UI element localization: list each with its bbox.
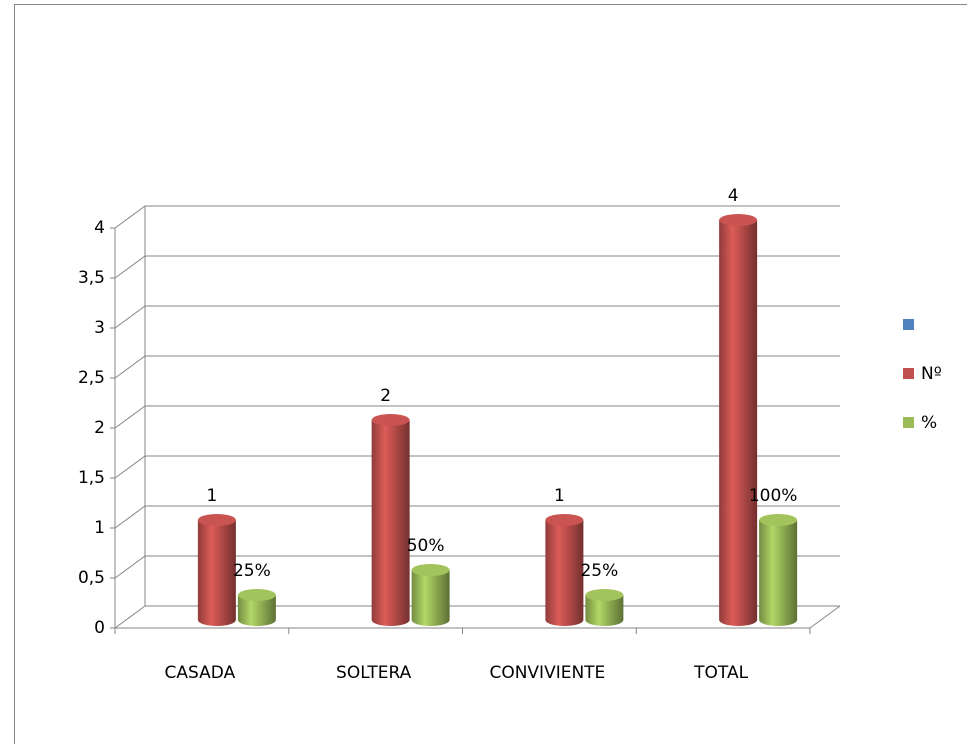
bar-top: [545, 514, 584, 526]
grid-line: [114, 555, 840, 579]
data-label: 50%: [407, 536, 445, 556]
legend-swatch: [903, 368, 914, 379]
y-tick-label: 0,5: [78, 568, 105, 588]
x-tick-label: CASADA: [165, 663, 236, 683]
y-tick-label: 3: [94, 318, 105, 338]
legend-label: %: [921, 413, 937, 433]
x-tick-label: TOTAL: [693, 663, 748, 683]
y-tick-label: 0: [94, 618, 105, 638]
data-label: 2: [380, 386, 391, 406]
legend-swatch: [903, 319, 914, 330]
bar-top: [197, 514, 236, 526]
bar-top: [371, 414, 410, 426]
bar: [371, 420, 410, 626]
y-tick-label: 2,5: [78, 368, 105, 388]
x-tick-label: SOLTERA: [336, 663, 412, 683]
bar: [237, 595, 276, 626]
y-tick-label: 1: [94, 518, 105, 538]
bar: [545, 520, 584, 626]
x-tick-label: CONVIVIENTE: [489, 663, 605, 683]
grid-line: [114, 355, 840, 379]
y-tick-label: 1,5: [78, 468, 105, 488]
grid-line: [114, 405, 840, 429]
y-tick-label: 3,5: [78, 268, 105, 288]
data-label: 100%: [749, 486, 798, 506]
data-label: 4: [728, 186, 739, 206]
bar-top: [759, 514, 798, 526]
legend-label: Nº: [921, 364, 942, 384]
bar-top: [237, 589, 276, 601]
floor-edge: [809, 605, 841, 629]
data-label: 25%: [233, 561, 271, 581]
chart-frame: [14, 4, 967, 744]
grid-line: [114, 455, 840, 479]
bar-top: [719, 214, 758, 226]
bar: [719, 220, 758, 626]
grid-line: [114, 205, 840, 229]
data-label: 1: [206, 486, 217, 506]
bar: [585, 595, 624, 626]
y-tick-label: 2: [94, 418, 105, 438]
grid-line: [114, 505, 840, 529]
bar: [197, 520, 236, 626]
grid-line: [114, 255, 840, 279]
bar-top: [411, 564, 450, 576]
y-tick-label: 4: [94, 218, 105, 238]
grid-line: [114, 305, 840, 329]
bar-top: [585, 589, 624, 601]
data-label: 1: [554, 486, 565, 506]
bar: [759, 520, 798, 626]
legend-swatch: [903, 417, 914, 428]
data-label: 25%: [580, 561, 618, 581]
bar: [411, 570, 450, 626]
